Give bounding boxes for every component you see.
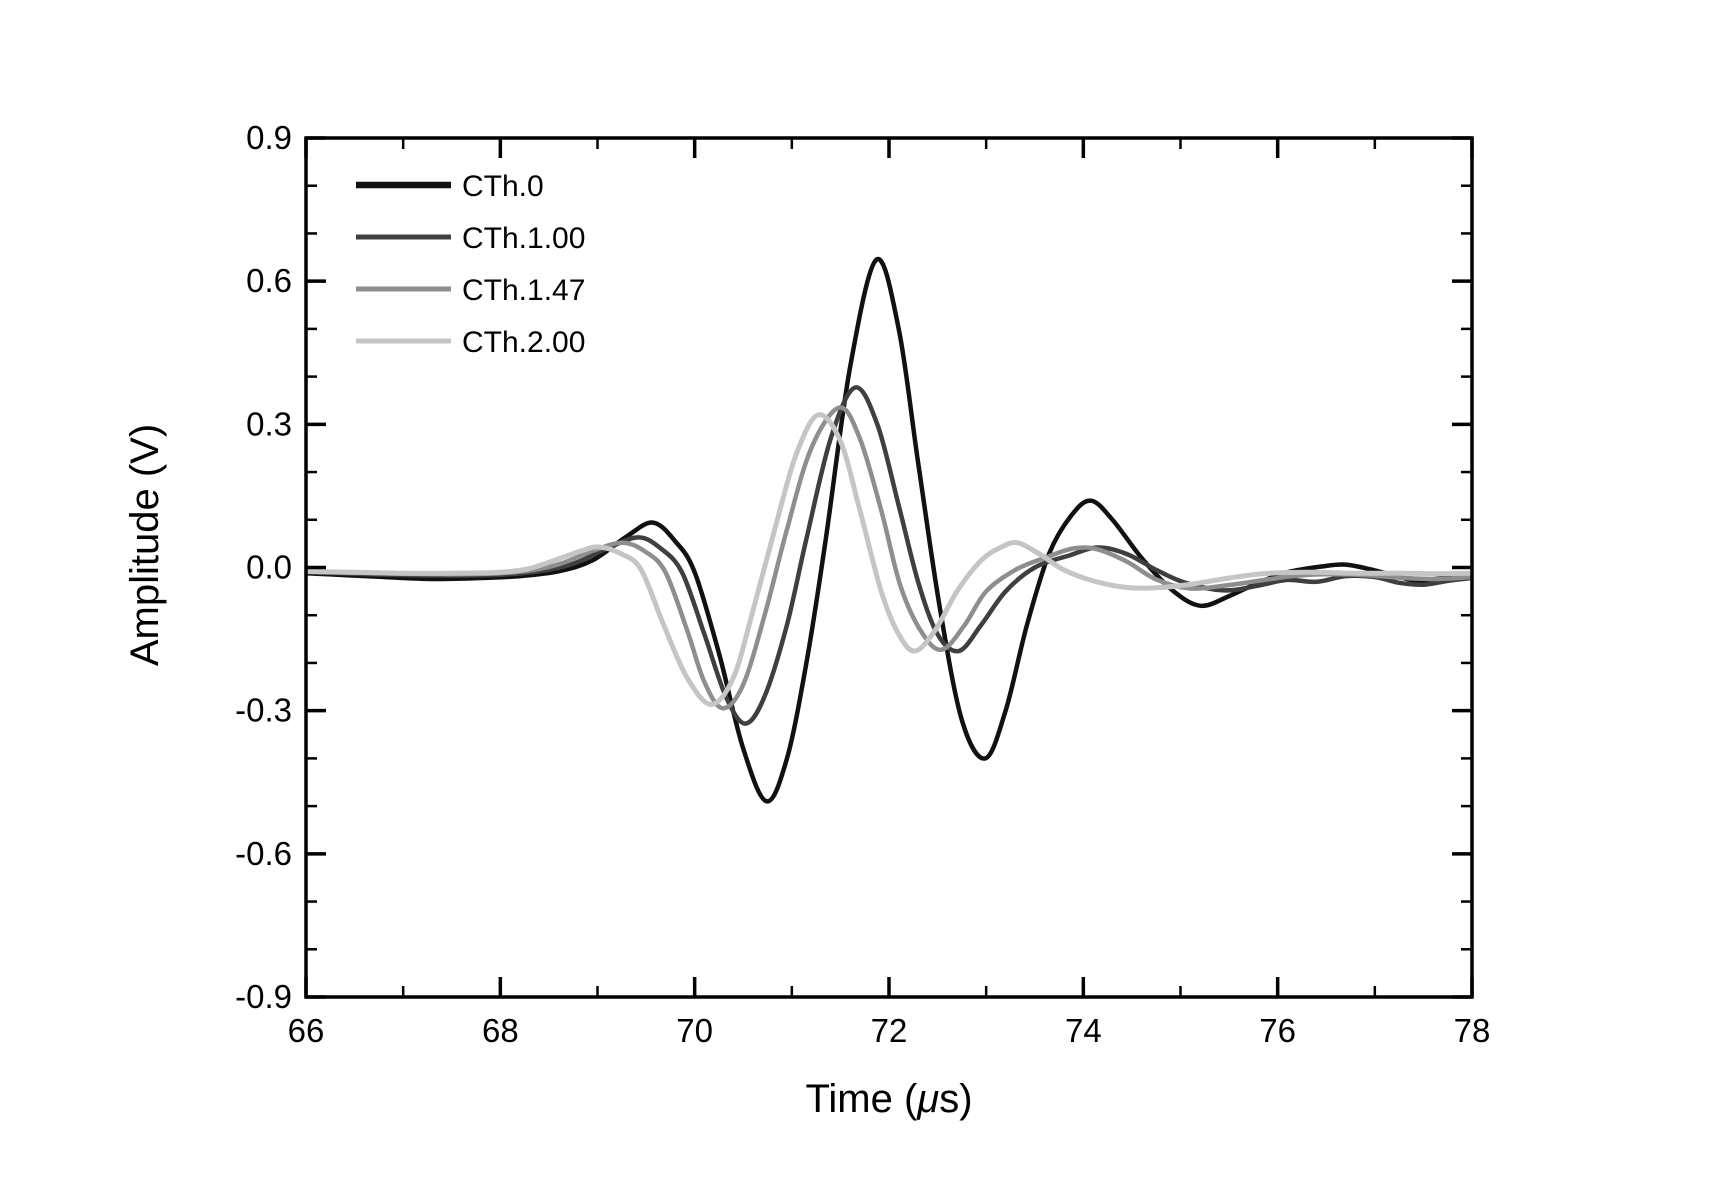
x-tick-label: 72 xyxy=(871,1012,908,1049)
y-tick-label: 0.6 xyxy=(246,262,292,299)
y-tick-label: 0.3 xyxy=(246,405,292,442)
y-tick-label: -0.9 xyxy=(235,978,292,1015)
x-axis-title-unit: s) xyxy=(939,1077,972,1121)
legend-item-cth147: CTh.1.47 xyxy=(356,274,585,307)
x-axis-ticks xyxy=(304,138,1474,997)
x-tick-label: 78 xyxy=(1454,1012,1491,1049)
curve-cth-2-00 xyxy=(306,412,1472,707)
x-axis-title-mu: μ xyxy=(916,1077,939,1121)
y-tick-label: 0.0 xyxy=(246,549,292,586)
legend-label-cth0: CTh.0 xyxy=(462,170,544,203)
legend: CTh.0 CTh.1.00 CTh.1.47 CTh.2.00 xyxy=(356,170,585,359)
x-tick-label: 70 xyxy=(676,1012,713,1049)
legend-item-cth100: CTh.1.00 xyxy=(356,222,585,255)
y-tick-label: -0.3 xyxy=(235,692,292,729)
legend-label-cth147: CTh.1.47 xyxy=(462,274,585,307)
curve-cth-1-47 xyxy=(306,405,1472,711)
x-tick-label: 66 xyxy=(288,1012,325,1049)
x-tick-label: 76 xyxy=(1259,1012,1296,1049)
x-axis-title: Time (μs) xyxy=(805,1077,972,1121)
legend-item-cth200: CTh.2.00 xyxy=(356,326,585,359)
curves-group xyxy=(306,256,1472,804)
x-tick-label: 68 xyxy=(482,1012,519,1049)
y-axis-title: Amplitude (V) xyxy=(123,424,167,666)
y-tick-label: 0.9 xyxy=(246,119,292,156)
legend-label-cth100: CTh.1.00 xyxy=(462,222,585,255)
curve-cth-1-00 xyxy=(306,385,1472,726)
x-axis-title-text: Time ( xyxy=(805,1077,918,1121)
x-axis-tick-labels: 66 68 70 72 74 76 78 xyxy=(288,1012,1491,1049)
legend-item-cth0: CTh.0 xyxy=(356,170,544,203)
legend-label-cth200: CTh.2.00 xyxy=(462,326,585,359)
x-tick-label: 74 xyxy=(1065,1012,1102,1049)
y-tick-label: -0.6 xyxy=(235,835,292,872)
y-axis-ticks xyxy=(306,136,1472,999)
y-axis-tick-labels: -0.9 -0.6 -0.3 0.0 0.3 0.6 0.9 xyxy=(235,119,292,1015)
plot-frame xyxy=(304,136,1474,999)
